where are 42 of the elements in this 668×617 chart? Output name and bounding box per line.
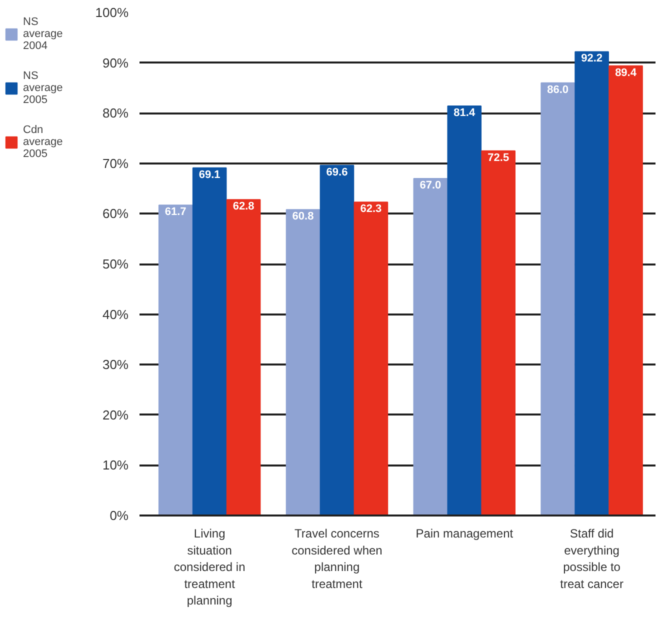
bar	[540, 82, 575, 516]
y-tick-label: 10%	[102, 458, 129, 473]
y-tick-label: 100%	[95, 5, 129, 20]
legend-label: NS average 2004	[23, 16, 63, 52]
bar	[286, 209, 320, 516]
x-tick-label: Staff did everything possible to treat cancer	[560, 526, 624, 591]
bar	[320, 164, 354, 516]
y-tick-label: 90%	[102, 55, 129, 70]
data-label: 89.4	[615, 66, 638, 79]
bar	[447, 106, 482, 516]
legend-label: NS average 2005	[23, 70, 63, 106]
data-label: 69.1	[198, 168, 220, 181]
data-label: 72.5	[488, 152, 510, 164]
y-tick-label: 0%	[110, 508, 129, 523]
y-tick-label: 60%	[102, 206, 129, 222]
data-label: 86.0	[547, 84, 569, 96]
y-tick-label: 40%	[102, 306, 129, 322]
bar	[354, 202, 388, 516]
y-tick-label: 70%	[102, 156, 129, 171]
bar	[158, 204, 193, 516]
bar	[481, 150, 516, 516]
data-label: 62.3	[360, 203, 382, 216]
bar	[192, 167, 227, 516]
bar	[226, 199, 261, 516]
bar	[608, 65, 643, 516]
y-tick-label: 80%	[102, 106, 129, 121]
x-tick-label: Living situation considered in treatment planning	[174, 526, 246, 608]
legend-label: Cdn average 2005	[23, 124, 63, 160]
x-tick-label: Travel concerns considered when planning treatment	[292, 526, 382, 591]
data-label: 67.0	[420, 179, 442, 192]
bar	[413, 178, 448, 516]
y-tick-label: 30%	[102, 357, 129, 372]
data-label: 81.4	[454, 107, 476, 120]
data-label: 62.8	[232, 200, 254, 213]
data-label: 92.2	[581, 52, 603, 65]
data-label: 61.7	[164, 206, 186, 218]
y-tick-label: 50%	[102, 256, 129, 272]
bar	[574, 51, 609, 516]
x-tick-label: Pain management	[416, 526, 514, 540]
data-label: 69.6	[326, 166, 348, 178]
data-label: 60.8	[292, 210, 314, 223]
y-tick-label: 20%	[102, 407, 129, 422]
